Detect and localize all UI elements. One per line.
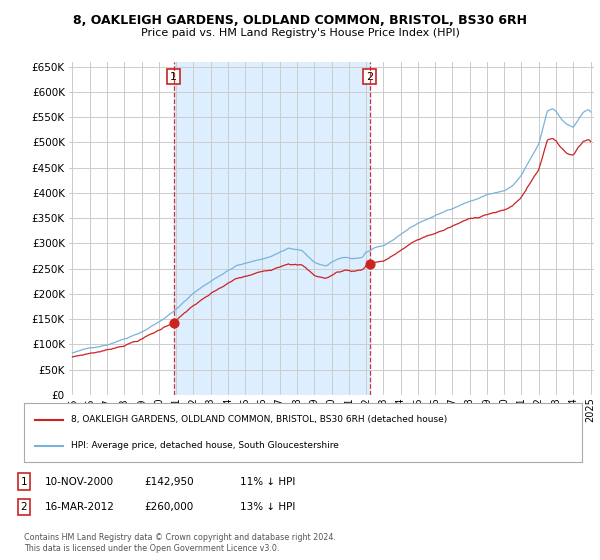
Point (365, 259, 374, 268)
Text: 10-NOV-2000: 10-NOV-2000 (45, 477, 114, 487)
Text: 13% ↓ HPI: 13% ↓ HPI (240, 502, 295, 512)
Text: 1: 1 (170, 72, 177, 82)
Text: £142,950: £142,950 (144, 477, 194, 487)
Text: HPI: Average price, detached house, South Gloucestershire: HPI: Average price, detached house, Sout… (71, 441, 340, 450)
Text: 2: 2 (20, 502, 28, 512)
Text: Price paid vs. HM Land Registry's House Price Index (HPI): Price paid vs. HM Land Registry's House … (140, 28, 460, 38)
Text: 8, OAKLEIGH GARDENS, OLDLAND COMMON, BRISTOL, BS30 6RH: 8, OAKLEIGH GARDENS, OLDLAND COMMON, BRI… (73, 14, 527, 27)
Text: £260,000: £260,000 (144, 502, 193, 512)
Text: Contains HM Land Registry data © Crown copyright and database right 2024.
This d: Contains HM Land Registry data © Crown c… (24, 533, 336, 553)
Text: 11% ↓ HPI: 11% ↓ HPI (240, 477, 295, 487)
Point (169, 318, 178, 327)
Text: 16-MAR-2012: 16-MAR-2012 (45, 502, 115, 512)
Bar (173, 62, 370, 395)
Text: 2: 2 (366, 72, 373, 82)
Text: 8, OAKLEIGH GARDENS, OLDLAND COMMON, BRISTOL, BS30 6RH (detached house): 8, OAKLEIGH GARDENS, OLDLAND COMMON, BRI… (71, 415, 448, 424)
Text: 1: 1 (20, 477, 28, 487)
